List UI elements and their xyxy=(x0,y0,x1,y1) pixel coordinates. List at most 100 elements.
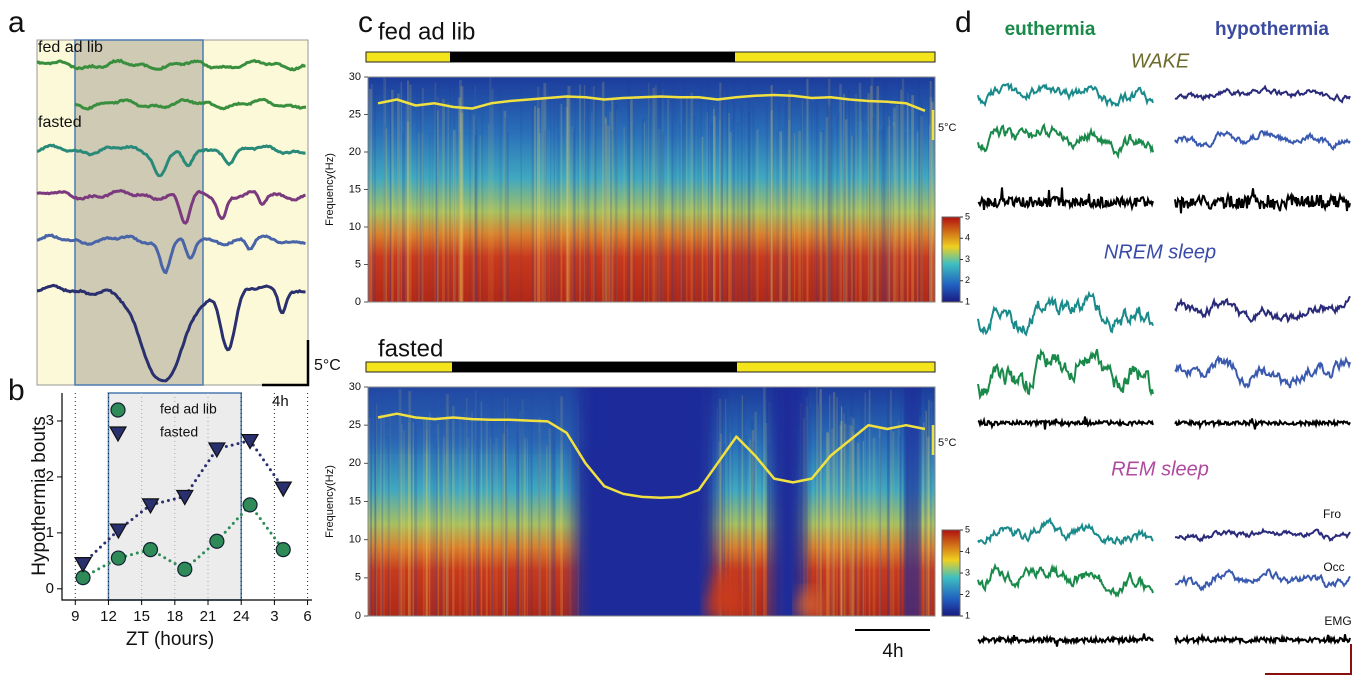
texture xyxy=(570,444,573,616)
texture xyxy=(802,79,805,302)
texture xyxy=(771,81,774,302)
texture xyxy=(916,131,919,302)
texture xyxy=(611,98,614,302)
texture xyxy=(535,107,538,302)
texture xyxy=(718,441,721,616)
texture xyxy=(433,397,435,616)
texture xyxy=(437,110,439,302)
texture xyxy=(751,430,755,616)
texture xyxy=(566,94,570,302)
texture xyxy=(381,392,384,616)
texture xyxy=(526,438,528,616)
texture xyxy=(801,100,804,302)
texture xyxy=(850,425,853,616)
texture xyxy=(381,431,384,616)
texture xyxy=(710,123,713,302)
texture xyxy=(872,437,876,616)
texture xyxy=(474,135,477,302)
texture xyxy=(707,84,710,302)
texture xyxy=(426,420,429,616)
texture xyxy=(726,86,728,302)
texture xyxy=(895,104,899,302)
texture xyxy=(475,390,477,616)
texture xyxy=(475,439,477,616)
texture xyxy=(852,431,854,616)
texture xyxy=(543,82,547,302)
texture xyxy=(658,79,661,302)
texture xyxy=(503,110,507,302)
texture xyxy=(414,412,417,616)
texture xyxy=(593,78,597,302)
low-power xyxy=(368,387,580,447)
texture xyxy=(499,87,502,302)
texture xyxy=(475,119,477,302)
texture xyxy=(848,89,851,302)
texture xyxy=(371,115,374,302)
texture xyxy=(474,91,477,302)
y-tick-label: 15 xyxy=(349,183,361,195)
texture xyxy=(460,86,464,302)
texture xyxy=(832,392,836,616)
texture xyxy=(459,80,462,302)
marker xyxy=(175,489,194,506)
texture xyxy=(868,390,871,616)
texture xyxy=(506,393,508,616)
texture xyxy=(733,78,736,302)
y-tick-label: 2 xyxy=(46,468,54,485)
texture xyxy=(374,401,377,616)
texture xyxy=(827,78,831,302)
texture xyxy=(549,89,552,302)
colorbar-tick-label: 1 xyxy=(965,296,970,306)
texture xyxy=(729,432,732,616)
texture xyxy=(558,133,561,302)
texture xyxy=(429,412,431,616)
texture xyxy=(404,84,407,302)
texture xyxy=(875,77,878,302)
texture xyxy=(601,81,605,302)
texture xyxy=(680,98,682,302)
texture xyxy=(477,397,480,616)
texture xyxy=(883,79,887,302)
texture xyxy=(475,408,479,616)
texture xyxy=(889,390,892,616)
texture xyxy=(605,125,609,302)
texture xyxy=(919,417,921,616)
texture xyxy=(898,435,901,616)
texture xyxy=(480,401,483,616)
texture xyxy=(671,124,673,302)
colorbar-tick-label: 4 xyxy=(965,233,970,243)
texture xyxy=(481,100,484,302)
temperature-line xyxy=(377,93,926,112)
texture xyxy=(654,116,657,302)
texture xyxy=(537,86,540,302)
texture xyxy=(517,406,520,616)
texture xyxy=(749,439,752,616)
texture xyxy=(608,125,611,302)
texture xyxy=(552,398,556,616)
texture xyxy=(816,387,818,616)
marker xyxy=(207,442,226,459)
y-tick-label: 10 xyxy=(349,221,361,233)
marker xyxy=(108,426,128,443)
texture xyxy=(627,77,631,302)
x-axis-label: ZT (hours) xyxy=(126,629,214,650)
texture xyxy=(662,89,664,302)
texture xyxy=(719,82,722,302)
texture xyxy=(822,129,825,302)
texture xyxy=(787,111,789,302)
texture xyxy=(860,121,862,302)
texture xyxy=(731,118,733,302)
texture xyxy=(789,91,793,302)
x-tick-label: 24 xyxy=(233,608,250,625)
texture xyxy=(675,96,677,302)
state-label: NREM sleep xyxy=(1104,241,1216,263)
texture xyxy=(457,131,461,302)
texture xyxy=(743,114,746,302)
texture xyxy=(543,130,547,302)
texture xyxy=(830,82,833,302)
texture xyxy=(658,129,661,302)
texture xyxy=(782,126,784,302)
texture xyxy=(371,84,373,302)
texture xyxy=(843,423,847,616)
low-power xyxy=(905,387,920,616)
